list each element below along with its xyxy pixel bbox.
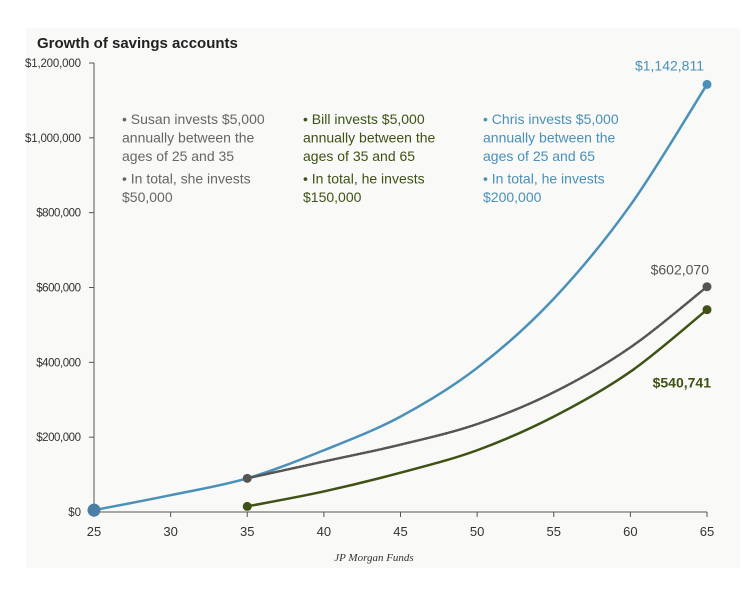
chris-end-point bbox=[702, 79, 712, 89]
x-tick-label: 25 bbox=[87, 524, 101, 539]
x-tick-label: 65 bbox=[700, 524, 714, 539]
y-tick-label: $600,000 bbox=[36, 283, 81, 295]
susan-start-point bbox=[242, 473, 252, 483]
annotation-line: annually between the bbox=[122, 130, 255, 146]
chart-title: Growth of savings accounts bbox=[37, 35, 238, 52]
x-tick-label: 30 bbox=[163, 524, 177, 539]
x-tick-label: 60 bbox=[623, 524, 637, 539]
annotation-line: • Susan invests $5,000 bbox=[122, 111, 265, 127]
chart-source: JP Morgan Funds bbox=[334, 552, 413, 564]
bill-end-label: $540,741 bbox=[653, 375, 712, 391]
annotation-line: annually between the bbox=[303, 130, 436, 146]
x-tick-label: 50 bbox=[470, 524, 484, 539]
annotation-line: annually between the bbox=[483, 130, 616, 146]
y-tick-label: $1,000,000 bbox=[25, 133, 81, 145]
y-tick-label: $800,000 bbox=[36, 208, 81, 220]
annotation-line: $150,000 bbox=[303, 189, 362, 205]
y-tick-label: $400,000 bbox=[36, 357, 81, 369]
bill-end-point bbox=[702, 305, 712, 315]
annotation-line: • Chris invests $5,000 bbox=[483, 111, 619, 127]
annotation-line: • In total, he invests bbox=[483, 171, 605, 187]
annotation-line: ages of 25 and 65 bbox=[483, 148, 595, 164]
x-tick-label: 35 bbox=[240, 524, 254, 539]
chris-end-label: $1,142,811 bbox=[635, 57, 704, 73]
y-tick-label: $200,000 bbox=[36, 432, 81, 444]
annotation-line: $50,000 bbox=[122, 189, 173, 205]
bill-start-point bbox=[242, 501, 252, 511]
susan-end-point bbox=[702, 282, 712, 292]
annotation-line: • Bill invests $5,000 bbox=[303, 111, 425, 127]
y-tick-label: $0 bbox=[68, 507, 81, 519]
susan-series-line bbox=[246, 285, 709, 480]
annotation-line: ages of 25 and 35 bbox=[122, 148, 234, 164]
annotation-line: • In total, she invests bbox=[122, 171, 251, 187]
susan-end-label: $602,070 bbox=[651, 262, 710, 278]
x-tick-label: 45 bbox=[393, 524, 407, 539]
chris-series-line bbox=[92, 83, 709, 512]
bill-series-line bbox=[246, 308, 709, 508]
annotation-line: • In total, he invests bbox=[303, 171, 425, 187]
y-tick-label: $1,200,000 bbox=[25, 58, 81, 70]
annotation-line: ages of 35 and 65 bbox=[303, 148, 415, 164]
x-tick-label: 55 bbox=[547, 524, 561, 539]
annotation-line: $200,000 bbox=[483, 189, 542, 205]
start-point bbox=[87, 503, 101, 517]
x-tick-label: 40 bbox=[317, 524, 331, 539]
